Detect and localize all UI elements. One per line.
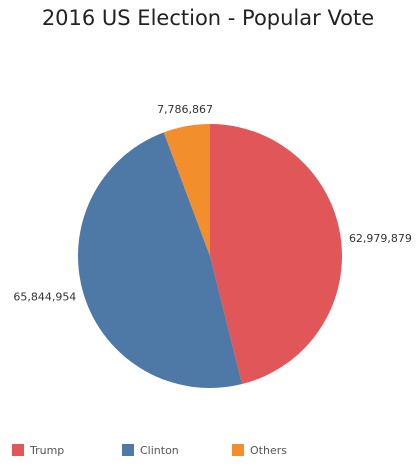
data-label: 62,979,879: [349, 232, 412, 245]
legend-label: Others: [250, 444, 287, 457]
legend-label: Clinton: [140, 444, 179, 457]
chart-title: 2016 US Election - Popular Vote: [42, 6, 374, 30]
data-label: 7,786,867: [157, 103, 213, 116]
legend-label: Trump: [29, 444, 64, 457]
pie-slice: [163, 124, 210, 256]
data-label: 65,844,954: [13, 291, 76, 304]
legend-swatch: [122, 444, 134, 456]
pie-slice: [77, 132, 243, 389]
legend-swatch: [232, 444, 244, 456]
pie-slice: [210, 124, 343, 385]
legend-swatch: [12, 444, 24, 456]
